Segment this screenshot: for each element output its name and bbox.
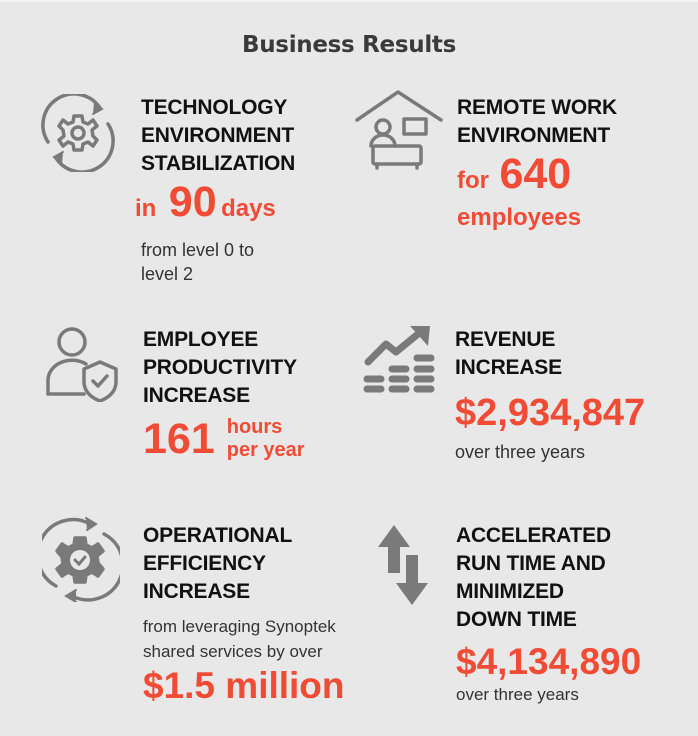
value-suffix: hours per year	[227, 416, 305, 462]
heading-line: INCREASE	[455, 356, 562, 379]
heading-line: RUN TIME AND	[456, 552, 606, 575]
value-number: 640	[499, 150, 572, 198]
heading-line: EMPLOYEE	[143, 328, 259, 351]
page-title: Business Results	[242, 32, 456, 58]
detail-line: level 2	[141, 264, 194, 284]
result-value: for 640	[457, 152, 617, 205]
heading-line: PRODUCTIVITY	[143, 356, 297, 379]
value-number: $4,134,890	[456, 641, 642, 682]
heading-line: REVENUE	[455, 328, 556, 351]
result-heading: REVENUE INCREASE	[455, 326, 645, 382]
heading-line: STABILIZATION	[141, 152, 296, 175]
user-shield-icon	[44, 324, 120, 402]
value-suffix: days	[221, 195, 276, 222]
result-detail: from level 0 to level 2	[141, 238, 295, 286]
heading-line: OPERATIONAL	[143, 524, 293, 547]
result-value: 161 hours per year	[143, 416, 305, 462]
result-accelerated-run-time: ACCELERATED RUN TIME AND MINIMIZED DOWN …	[456, 522, 641, 706]
detail-line: shared services by over	[143, 642, 323, 661]
remote-work-house-icon	[353, 86, 445, 170]
result-remote-work: REMOTE WORK ENVIRONMENT for 640 employee…	[457, 94, 617, 231]
gear-sync-icon	[38, 94, 118, 172]
gear-check-sync-icon	[42, 516, 120, 602]
value-number: $1.5 million	[143, 665, 345, 706]
heading-line: EFFICIENCY	[143, 552, 266, 575]
value-suffix-line: per year	[226, 439, 305, 461]
revenue-growth-icon	[362, 324, 440, 394]
value-prefix: for	[457, 167, 489, 194]
value-number: 161	[143, 415, 215, 463]
result-detail: over three years	[456, 685, 579, 704]
result-value: in 90 days	[135, 180, 295, 234]
result-employee-productivity: EMPLOYEE PRODUCTIVITY INCREASE 161 hours…	[143, 326, 305, 462]
heading-line: MINIMIZED	[456, 580, 564, 603]
detail-line: from leveraging Synoptek	[143, 617, 336, 636]
heading-line: ENVIRONMENT	[141, 124, 294, 147]
result-detail: from leveraging Synoptek shared services…	[143, 614, 345, 664]
result-heading: OPERATIONAL EFFICIENCY INCREASE	[143, 522, 345, 606]
result-detail: over three years	[455, 442, 586, 462]
value-suffix: employees	[457, 204, 582, 231]
heading-line: DOWN TIME	[456, 608, 577, 631]
heading-line: ENVIRONMENT	[457, 124, 610, 147]
result-revenue-increase: REVENUE INCREASE $2,934,847 over three y…	[455, 326, 645, 464]
heading-line: INCREASE	[143, 384, 250, 407]
result-heading: REMOTE WORK ENVIRONMENT	[457, 94, 617, 150]
heading-line: REMOTE WORK	[457, 96, 617, 119]
result-heading: TECHNOLOGY ENVIRONMENT STABILIZATION	[141, 94, 295, 178]
result-heading: EMPLOYEE PRODUCTIVITY INCREASE	[143, 326, 305, 410]
heading-line: ACCELERATED	[456, 524, 611, 547]
value-suffix-line: hours	[226, 416, 283, 438]
heading-line: INCREASE	[143, 580, 250, 603]
value-prefix: in	[135, 195, 157, 222]
value-number: $2,934,847	[455, 392, 646, 434]
up-down-arrows-icon	[376, 525, 436, 607]
result-technology-stabilization: TECHNOLOGY ENVIRONMENT STABILIZATION in …	[135, 94, 295, 286]
heading-line: TECHNOLOGY	[141, 96, 288, 119]
result-heading: ACCELERATED RUN TIME AND MINIMIZED DOWN …	[456, 522, 641, 634]
result-operational-efficiency: OPERATIONAL EFFICIENCY INCREASE from lev…	[143, 522, 345, 708]
detail-line: from level 0 to	[141, 240, 255, 260]
value-number: 90	[168, 178, 217, 226]
